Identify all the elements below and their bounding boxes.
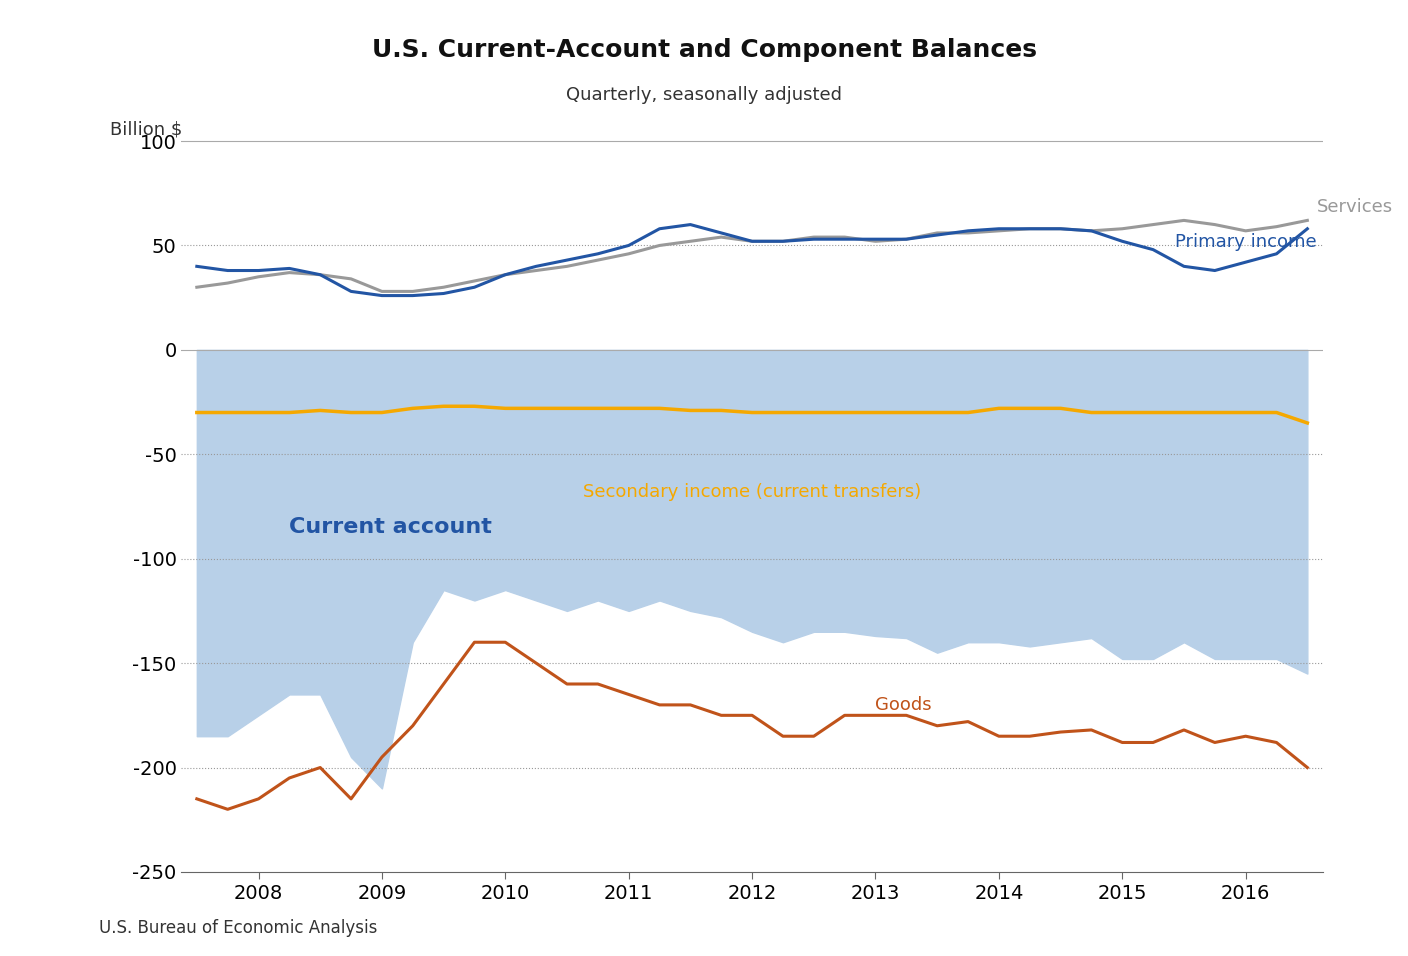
- Text: Current account: Current account: [290, 517, 493, 537]
- Text: Services: Services: [1316, 198, 1393, 216]
- Text: U.S. Bureau of Economic Analysis: U.S. Bureau of Economic Analysis: [99, 919, 377, 937]
- Text: Billion $: Billion $: [110, 120, 183, 139]
- Text: U.S. Current-Account and Component Balances: U.S. Current-Account and Component Balan…: [372, 38, 1036, 62]
- Text: Goods: Goods: [876, 696, 932, 714]
- Text: Quarterly, seasonally adjusted: Quarterly, seasonally adjusted: [566, 86, 842, 104]
- Text: Primary income: Primary income: [1176, 233, 1316, 250]
- Text: Secondary income (current transfers): Secondary income (current transfers): [583, 483, 921, 501]
